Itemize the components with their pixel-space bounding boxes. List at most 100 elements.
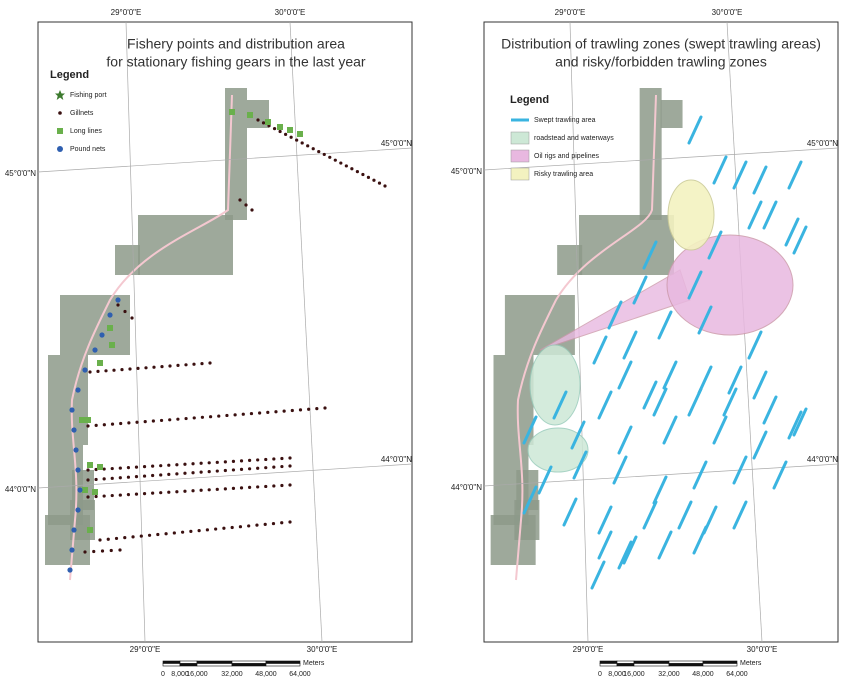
pound-net-point <box>75 507 81 513</box>
gillnet-point <box>280 483 284 488</box>
satellite-tile <box>557 245 583 275</box>
map-title: and risky/forbidden trawling zones <box>555 54 767 70</box>
pound-net-point <box>107 312 113 318</box>
scale-segment <box>265 663 301 667</box>
swept-trawl-line <box>607 300 623 330</box>
long-line-point <box>265 119 271 125</box>
gillnet-point <box>100 549 105 553</box>
graticule-label: 45°0'0"N <box>451 167 482 176</box>
swept-trawl-line <box>792 225 808 255</box>
scale-label: 48,000 <box>255 671 277 678</box>
gillnet-point <box>333 158 337 162</box>
gillnet-point <box>328 155 332 159</box>
swept-trawl-line <box>597 505 613 535</box>
long-line-point <box>229 109 235 115</box>
gillnet-point <box>109 548 113 553</box>
gillnet-point <box>184 363 188 367</box>
long-line-point <box>287 127 293 133</box>
scale-segment <box>162 660 181 664</box>
gillnet-point <box>110 493 114 498</box>
scale-segment <box>702 660 738 664</box>
gillnet-point <box>238 525 243 529</box>
graticule-label: 44°0'0"N <box>451 483 482 492</box>
swept-trawl-line <box>597 390 613 420</box>
gillnet-point <box>280 521 284 525</box>
gillnet-point <box>86 495 90 499</box>
gillnet-point <box>199 461 203 465</box>
long-line-point <box>109 342 115 348</box>
gillnet-point <box>225 413 229 418</box>
gillnet-point <box>350 167 354 171</box>
gillnet-point <box>159 473 163 477</box>
gillnet-point <box>102 477 106 481</box>
gillnet-point <box>361 172 365 177</box>
gillnet-point <box>191 489 195 493</box>
gillnet-point <box>96 369 100 373</box>
gillnet-point <box>156 532 160 537</box>
gillnet-point <box>110 466 114 471</box>
gillnet-point <box>192 416 196 420</box>
gillnet-point <box>118 548 122 552</box>
gillnet-point <box>295 138 299 142</box>
swept-trawl-line <box>787 410 803 440</box>
gillnet-point <box>159 491 163 495</box>
gillnet-point <box>142 492 147 496</box>
swept-trawl-line <box>677 500 693 530</box>
gillnet-point <box>263 522 267 526</box>
gillnet-point <box>256 458 260 462</box>
gillnet-point <box>272 457 276 461</box>
gillnet-point <box>143 420 147 424</box>
swept-trawl-line <box>732 455 748 485</box>
scale-segment <box>668 660 704 664</box>
gillnet-point <box>222 526 226 530</box>
gillnet-point <box>160 365 164 369</box>
swept-trawl-line <box>747 330 763 360</box>
swept-trawl-line <box>617 425 633 455</box>
gillnet-point <box>114 536 119 541</box>
gillnet-point <box>183 462 187 466</box>
gillnet-point <box>306 144 310 148</box>
gillnet-point <box>223 468 227 473</box>
gillnet-point <box>207 461 211 465</box>
legend-item: Oil rigs and pipelines <box>534 153 599 160</box>
swept-trawl-line <box>772 460 788 490</box>
gillnet-point <box>208 361 212 365</box>
swept-trawl-line <box>642 380 658 410</box>
gillnet-point <box>112 368 116 372</box>
gillnet-point <box>231 459 236 463</box>
swept-trawl-line <box>617 360 633 390</box>
gillnet-point <box>230 525 234 530</box>
gillnet-point <box>126 475 130 479</box>
scale-segment <box>599 663 618 667</box>
gillnet-point <box>197 529 201 533</box>
coastline <box>515 94 657 581</box>
scale-label: 16,000 <box>186 671 208 678</box>
gillnet-point <box>214 527 218 531</box>
gillnet-point <box>217 414 221 418</box>
gillnet-point <box>147 533 152 537</box>
long-line-point <box>87 462 93 468</box>
gillnet-point <box>151 473 155 478</box>
swept-trawl-line <box>662 360 678 390</box>
gillnet-point <box>167 463 171 467</box>
legend-symbol <box>510 149 530 163</box>
gillnet-point <box>231 486 236 490</box>
gillnet-point <box>191 462 195 466</box>
gillnet-point <box>256 485 260 489</box>
gillnet-point <box>130 316 134 320</box>
graticule-label: 44°0'0"N <box>381 455 412 464</box>
gillnet-point <box>366 175 371 179</box>
scale-segment <box>265 660 301 664</box>
legend-item: Fishing port <box>70 92 107 99</box>
scale-segment <box>179 663 198 667</box>
gillnet-point <box>317 149 321 154</box>
scale-unit: Meters <box>303 660 325 667</box>
satellite-tile <box>639 88 662 220</box>
swept-trawl-line <box>622 535 638 565</box>
graticule-label: 45°0'0"N <box>807 139 838 148</box>
coastline <box>69 94 233 581</box>
meridian <box>125 21 146 643</box>
graticule-label: 29°0'0"E <box>555 8 586 17</box>
pound-net-point <box>69 547 75 553</box>
gillnet-point <box>207 488 211 492</box>
